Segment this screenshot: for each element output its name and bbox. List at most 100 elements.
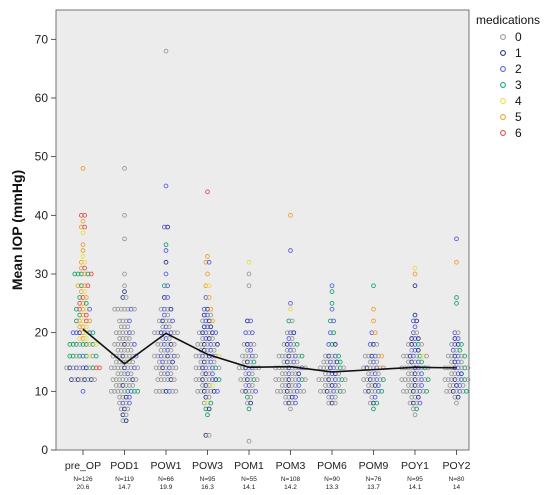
data-point — [273, 377, 278, 382]
data-point — [452, 342, 458, 347]
x-tick-label: POW3 — [192, 460, 223, 472]
data-point — [118, 324, 124, 330]
data-point — [170, 388, 175, 394]
data-point — [125, 347, 131, 353]
data-point — [371, 400, 376, 406]
y-tick-label: 20 — [35, 326, 49, 340]
data-point — [115, 388, 121, 394]
data-point — [281, 342, 287, 347]
data-point — [165, 283, 170, 289]
data-point — [331, 330, 336, 336]
data-point — [274, 388, 280, 394]
data-point — [120, 353, 126, 359]
data-point — [128, 371, 134, 377]
data-point — [284, 347, 290, 353]
data-point — [216, 377, 222, 382]
data-point — [289, 400, 295, 406]
data-point — [157, 359, 162, 365]
data-point — [374, 377, 380, 382]
data-point — [412, 412, 418, 418]
data-point — [201, 400, 207, 406]
data-point — [130, 330, 136, 336]
data-point — [329, 289, 335, 294]
data-point — [113, 383, 119, 388]
data-point — [303, 377, 308, 382]
data-point — [112, 388, 117, 394]
data-point — [205, 271, 210, 277]
data-point — [110, 377, 116, 382]
data-point — [245, 359, 250, 365]
data-point — [158, 347, 164, 353]
data-point — [78, 259, 84, 265]
data-point — [77, 330, 83, 336]
data-point — [123, 330, 129, 336]
data-point — [83, 324, 89, 330]
data-point — [286, 353, 292, 359]
data-point — [424, 353, 429, 359]
data-point — [321, 388, 327, 394]
data-point — [286, 400, 292, 406]
data-point — [411, 406, 416, 412]
y-tick-label: 30 — [35, 267, 49, 281]
data-point — [460, 383, 466, 388]
data-point — [208, 388, 214, 394]
data-point — [205, 347, 210, 353]
data-point — [82, 212, 87, 218]
data-point — [283, 353, 288, 359]
data-point — [83, 318, 89, 324]
data-point — [83, 342, 89, 347]
data-point — [376, 353, 381, 359]
data-point — [201, 324, 207, 330]
data-point — [70, 342, 76, 347]
data-point — [208, 312, 214, 318]
data-point — [372, 388, 378, 394]
data-point — [337, 388, 343, 394]
data-point — [371, 318, 376, 324]
data-point — [171, 353, 177, 359]
data-point — [108, 388, 114, 394]
data-point — [112, 365, 117, 371]
data-point — [206, 371, 212, 377]
data-point — [78, 265, 84, 271]
data-point — [288, 388, 293, 394]
data-point — [371, 342, 376, 347]
data-point — [420, 353, 426, 359]
data-point — [328, 359, 333, 365]
data-point — [203, 377, 209, 382]
n-label: N=90 — [324, 476, 340, 483]
data-point — [409, 377, 415, 382]
data-point — [69, 377, 74, 382]
data-point — [284, 388, 290, 394]
data-point — [166, 365, 172, 371]
legend-marker — [500, 82, 506, 88]
data-point — [163, 259, 169, 265]
data-point — [113, 377, 119, 382]
data-point — [283, 383, 288, 388]
data-point — [171, 330, 177, 336]
data-point — [447, 383, 453, 388]
data-point — [412, 377, 418, 382]
data-point — [283, 400, 288, 406]
data-point — [462, 365, 468, 371]
data-point — [457, 347, 463, 353]
data-point — [371, 306, 376, 312]
data-point — [168, 347, 174, 353]
data-point — [205, 388, 210, 394]
data-point — [409, 336, 415, 341]
data-point — [294, 342, 300, 347]
data-point — [246, 406, 252, 412]
data-point — [286, 371, 292, 377]
legend-label: 4 — [515, 94, 522, 108]
data-point — [112, 342, 117, 347]
data-point — [284, 330, 290, 336]
data-point — [211, 347, 217, 353]
data-point — [118, 388, 124, 394]
data-point — [276, 353, 282, 359]
data-point — [171, 377, 177, 382]
data-point — [163, 248, 169, 253]
data-point — [411, 318, 416, 324]
data-point — [286, 336, 292, 341]
data-point — [369, 388, 375, 394]
data-point — [215, 388, 220, 394]
